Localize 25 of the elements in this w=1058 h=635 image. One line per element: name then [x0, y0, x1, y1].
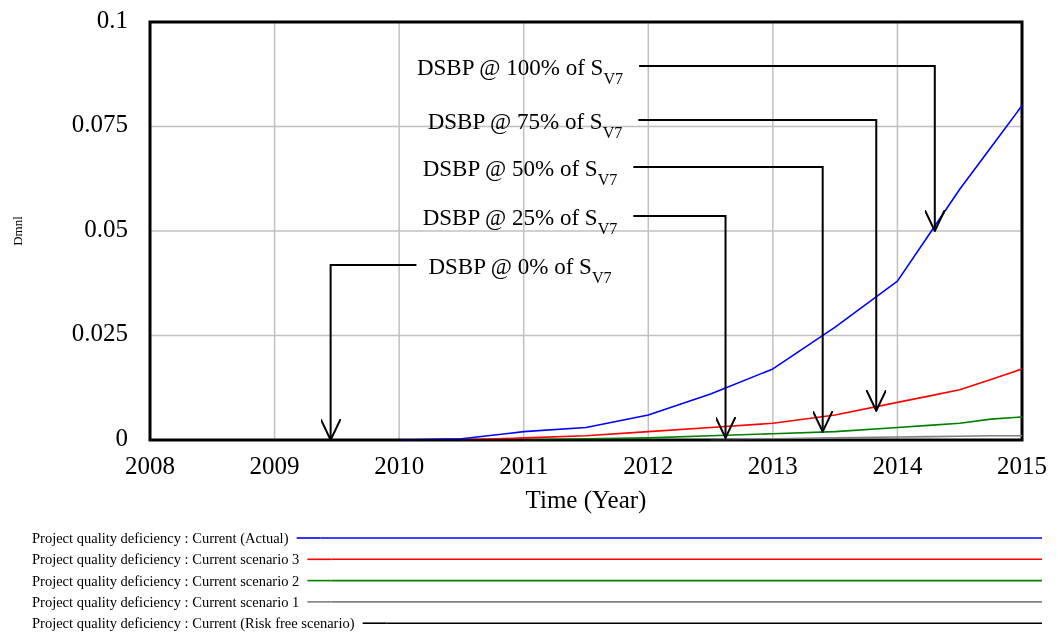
y-tick-label: 0.025 [71, 319, 128, 347]
annotation: DSBP @ 50% of S$_{V7}$ [422, 156, 618, 188]
y-tick-label: 0.075 [71, 110, 128, 138]
legend-label: Project quality deficiency : Current scenario 2 [32, 572, 300, 589]
y-axis-title: Dmnl [10, 215, 25, 246]
annotation: DSBP @ 0% of S$_{V7}$ [428, 254, 612, 286]
x-tick-label: 2011 [499, 452, 549, 479]
x-tick-label: 2015 [997, 452, 1047, 479]
x-tick-label: 2013 [747, 452, 798, 479]
x-tick-label: 2010 [374, 452, 425, 479]
legend-label: Project quality deficiency : Current (Actual) [32, 530, 289, 547]
x-tick-label: 2009 [249, 452, 300, 479]
legend-label: Project quality deficiency : Current scenario 1 [32, 593, 300, 610]
annotation: DSBP @ 25% of S$_{V7}$ [422, 205, 618, 237]
x-tick-label: 2008 [125, 452, 175, 479]
y-tick-label: 0 [115, 423, 128, 451]
legend-label: Project quality deficiency : Current (Risk free scenario) [32, 615, 355, 633]
annotation: DSBP @ 75% of S$_{V7}$ [427, 109, 623, 141]
x-tick-label: 2014 [872, 452, 923, 479]
annotation: DSBP @ 100% of S$_{V7}$ [416, 55, 624, 87]
x-tick-label: 2012 [623, 452, 674, 479]
y-tick-label: 0.05 [84, 214, 128, 242]
x-axis-title: Time (Year) [525, 486, 647, 514]
y-tick-label: 0.1 [96, 5, 128, 33]
legend-label: Project quality deficiency : Current scenario 3 [32, 551, 300, 568]
